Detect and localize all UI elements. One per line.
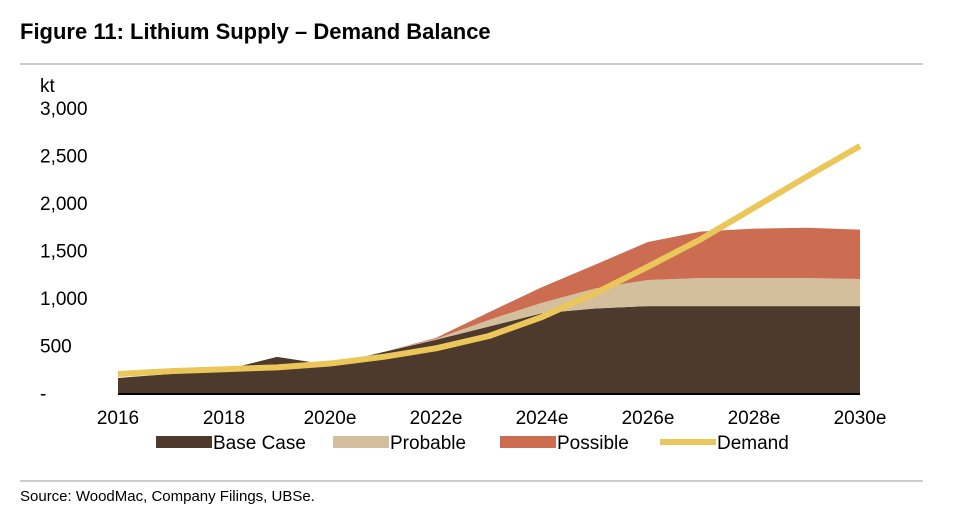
legend-label-base-case: Base Case xyxy=(213,433,306,454)
source-note: Source: WoodMac, Company Filings, UBSe. xyxy=(20,488,315,505)
legend-label-demand: Demand xyxy=(717,433,789,454)
x-tick-label: 2028e xyxy=(728,408,781,429)
legend-swatch-base-case xyxy=(156,436,212,448)
x-tick-label: 2024e xyxy=(516,408,569,429)
bottom-divider xyxy=(20,480,923,482)
area-base-case xyxy=(118,306,860,393)
y-tick-label: 1,500 xyxy=(40,242,88,263)
chart-title: Figure 11: Lithium Supply – Demand Balan… xyxy=(20,19,491,44)
x-tick-label: 2030e xyxy=(834,408,887,429)
legend-label-probable: Probable xyxy=(390,433,466,454)
y-tick-label: 1,000 xyxy=(40,289,88,310)
line-demand xyxy=(117,143,862,377)
chart: kt - 500 1,000 1,500 2,000 2,500 3,000 2016 201… xyxy=(40,76,887,454)
legend-swatch-probable xyxy=(333,436,389,448)
x-tick-label: 2022e xyxy=(410,408,463,429)
x-tick-label: 2020e xyxy=(304,408,357,429)
y-tick-label: - xyxy=(40,384,46,405)
y-tick-label: 500 xyxy=(40,337,72,358)
area-possible xyxy=(118,227,860,378)
y-axis-label: kt xyxy=(40,76,56,97)
y-tick-label: 2,500 xyxy=(40,147,88,168)
x-tick-label: 2018 xyxy=(203,408,245,429)
area-probable xyxy=(118,278,860,378)
y-tick-label: 3,000 xyxy=(40,99,88,120)
x-tick-label: 2016 xyxy=(97,408,139,429)
y-tick-label: 2,000 xyxy=(40,194,88,215)
legend-label-possible: Possible xyxy=(557,433,629,454)
top-divider xyxy=(20,63,923,65)
x-tick-label: 2026e xyxy=(622,408,675,429)
legend-swatch-possible xyxy=(500,436,556,448)
